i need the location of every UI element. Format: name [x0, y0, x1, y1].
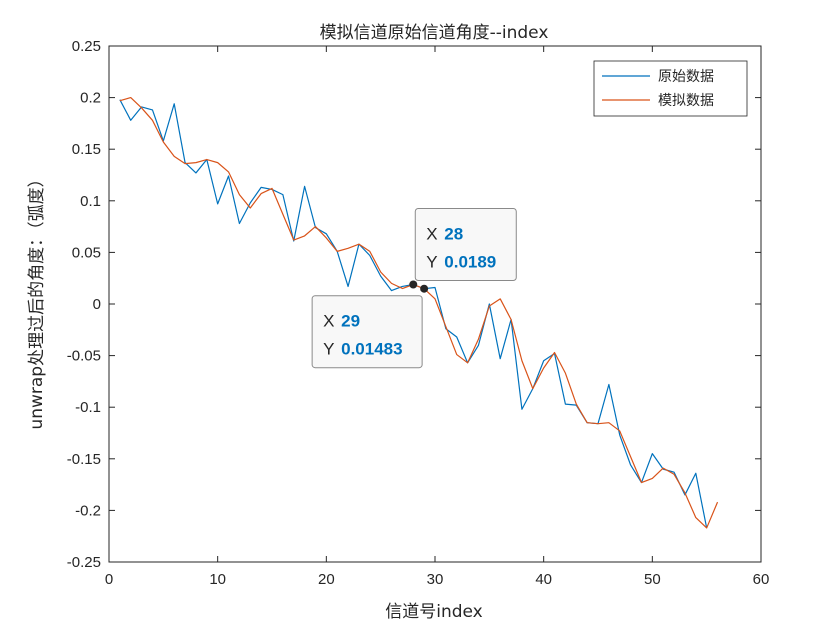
datatip-x-label: X: [323, 312, 334, 331]
legend-box: [593, 60, 748, 117]
datatip-29[interactable]: X 29 Y 0.01483: [311, 284, 429, 369]
datatip-28[interactable]: X 28 Y 0.0189: [409, 207, 517, 289]
y-tick-label: 0: [93, 296, 101, 313]
y-tick-label: -0.1: [75, 399, 101, 416]
datatip-y-label: Y: [426, 252, 437, 271]
datatip-marker[interactable]: [420, 284, 429, 293]
y-tick-label: 0.15: [72, 141, 101, 158]
x-tick-label: 50: [644, 571, 661, 588]
datatip-x-label: X: [426, 224, 437, 243]
datatip-marker[interactable]: [409, 280, 418, 289]
x-tick-label: 30: [427, 571, 444, 588]
y-tick-label: -0.05: [67, 348, 101, 365]
datatip-y-value: 0.0189: [444, 252, 496, 271]
datatip-x-value: 29: [341, 312, 360, 331]
chart-title: 模拟信道原始信道角度--index: [320, 23, 549, 43]
datatip-y-label: Y: [323, 340, 334, 359]
series-line-simulated: [119, 96, 719, 529]
y-axis-title: unwrap处理过后的角度：（弧度）: [27, 170, 47, 429]
legend-label[interactable]: 模拟数据: [658, 93, 714, 109]
x-tick-label: 40: [535, 571, 552, 588]
y-tick-label: -0.25: [67, 554, 101, 571]
x-tick-label: 60: [753, 571, 770, 588]
plot-area: [108, 45, 762, 563]
y-tick-label: 0.1: [80, 193, 101, 210]
y-tick-label: 0.25: [72, 38, 101, 55]
legend-label[interactable]: 原始数据: [658, 69, 714, 85]
y-tick-label: 0.05: [72, 244, 101, 261]
y-tick-label: 0.2: [80, 90, 101, 107]
x-axis-title: 信道号index: [385, 602, 483, 622]
x-tick-label: 0: [105, 571, 113, 588]
x-tick-label: 20: [318, 571, 335, 588]
datatip-box: [414, 207, 517, 281]
x-tick-label: 10: [209, 571, 226, 588]
datatips-layer: X 28 Y 0.0189 X 29 Y 0.01483: [311, 207, 517, 369]
datatip-box: [311, 295, 423, 369]
datatip-x-value: 28: [444, 224, 463, 243]
datatip-y-value: 0.01483: [341, 340, 402, 359]
y-tick-label: -0.2: [75, 502, 101, 519]
y-tick-label: -0.15: [67, 451, 101, 468]
axes-layer: 0 10 20 30 40 50 60 -0.25 -0.2 -0.15 -0.1 -0.05 0 0.0…: [67, 38, 770, 588]
